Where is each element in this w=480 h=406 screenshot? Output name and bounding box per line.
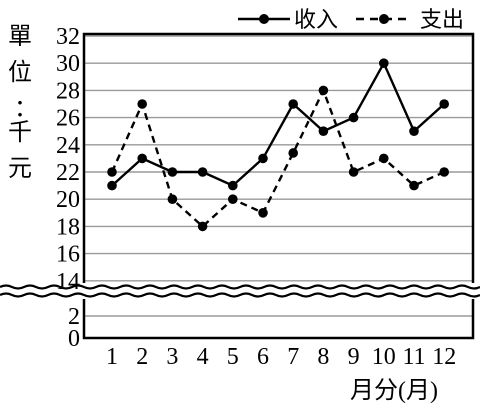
- y-tick-label: 18: [56, 214, 80, 240]
- series-line-income: [111, 60, 446, 188]
- x-tick-label: 8: [317, 344, 329, 370]
- income-point: [439, 99, 450, 109]
- axis-break-wave: [0, 284, 480, 290]
- x-tick-label: 7: [287, 344, 299, 370]
- y-tick-label: 30: [56, 51, 80, 77]
- plot-frame: [0, 32, 480, 340]
- expense-point: [137, 99, 147, 109]
- expense-point: [379, 153, 389, 164]
- income-point: [409, 126, 419, 136]
- income-point: [379, 58, 389, 68]
- x-tick-label: 1: [106, 344, 118, 370]
- expense-point: [439, 167, 450, 177]
- x-tick-label: 3: [166, 344, 178, 370]
- income-point: [288, 99, 299, 109]
- x-tick-label: 6: [257, 344, 269, 370]
- expense-point: [409, 180, 419, 191]
- x-tick-label: 4: [197, 344, 209, 370]
- income-point: [348, 112, 359, 123]
- expense-point: [258, 208, 268, 218]
- legend-income-marker: [259, 14, 269, 24]
- y-axis-title-char: 千: [8, 119, 32, 146]
- y-tick-label: 20: [56, 187, 80, 213]
- income-point: [258, 153, 268, 164]
- axis-break-wave: [0, 292, 480, 298]
- series-group: [107, 58, 450, 232]
- x-tick-label: 9: [348, 344, 360, 370]
- y-tick-label: 26: [56, 106, 80, 132]
- legend-expense-label: 支出: [420, 7, 464, 32]
- expense-point: [107, 167, 117, 177]
- y-axis-title-char: 元: [8, 156, 32, 182]
- y-tick-label: 32: [56, 24, 80, 50]
- y-axis-title-char: 單: [8, 24, 32, 50]
- gridlines: [84, 35, 473, 317]
- y-tick-label: 28: [56, 78, 80, 104]
- plot-border: [82, 32, 475, 340]
- expense-point: [318, 85, 329, 96]
- series-line-expense: [110, 87, 445, 229]
- income-point: [137, 153, 147, 164]
- x-tick-label: 12: [432, 344, 456, 370]
- x-tick-label: 11: [402, 344, 425, 370]
- expense-point: [167, 194, 178, 204]
- y-tick-label: 14: [56, 269, 80, 295]
- income-point: [107, 180, 117, 191]
- x-tick-label: 5: [227, 344, 239, 370]
- income-point: [197, 167, 208, 177]
- x-tick-label: 2: [136, 344, 148, 370]
- y-axis-title-char: ：: [14, 96, 38, 122]
- x-tick-label: 10: [372, 344, 396, 370]
- expense-point: [288, 148, 299, 158]
- y-tick-label: 0: [68, 326, 80, 352]
- y-tick-label: 22: [56, 160, 80, 186]
- y-tick-label: 2: [68, 304, 80, 330]
- income-point: [228, 180, 238, 191]
- legend: 收入 支出: [238, 7, 464, 32]
- y-tick-label: 24: [56, 133, 80, 159]
- y-axis-title-char: 位: [8, 59, 32, 86]
- expense-point: [228, 194, 238, 204]
- y-axis-title: 單位 ：千元: [8, 24, 38, 182]
- legend-income-label: 收入: [294, 7, 338, 32]
- x-axis-title: 月分(月): [350, 377, 438, 404]
- income-point: [318, 126, 329, 136]
- income-point: [167, 167, 178, 177]
- expense-point: [197, 221, 208, 232]
- expense-point: [348, 167, 359, 177]
- y-tick-label: 16: [56, 242, 80, 268]
- x-tick-labels: 1 2 3 4 5 6 7 8 9 10 11 12: [106, 344, 456, 370]
- legend-expense-marker: [379, 14, 389, 24]
